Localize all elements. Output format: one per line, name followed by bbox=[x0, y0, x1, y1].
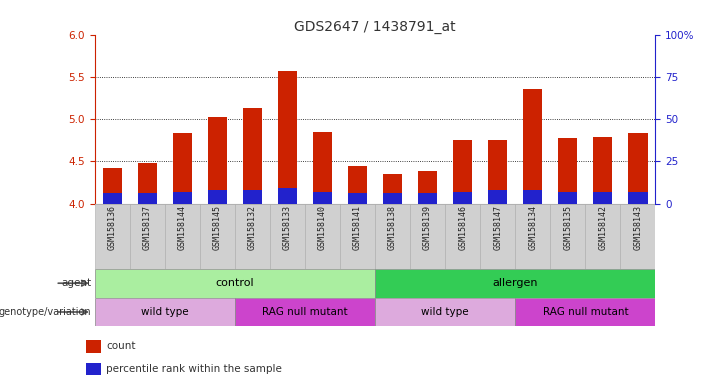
Text: GSM158136: GSM158136 bbox=[108, 205, 116, 250]
Text: GSM158137: GSM158137 bbox=[143, 205, 151, 250]
Bar bbox=[418, 194, 437, 204]
Bar bbox=[305, 204, 340, 269]
Bar bbox=[488, 190, 508, 204]
Bar bbox=[488, 140, 508, 204]
Bar bbox=[137, 163, 157, 204]
Bar bbox=[628, 192, 648, 204]
Bar bbox=[375, 204, 410, 269]
Bar bbox=[172, 133, 192, 204]
Bar bbox=[480, 204, 515, 269]
Text: GSM158139: GSM158139 bbox=[423, 205, 432, 250]
Bar bbox=[523, 89, 543, 204]
Bar bbox=[620, 204, 655, 269]
Bar bbox=[375, 269, 655, 298]
Bar bbox=[340, 204, 375, 269]
Bar bbox=[445, 204, 480, 269]
Bar bbox=[165, 204, 200, 269]
Bar bbox=[375, 298, 515, 326]
Text: wild type: wild type bbox=[141, 307, 189, 317]
Bar bbox=[418, 171, 437, 204]
Text: wild type: wild type bbox=[421, 307, 469, 317]
Bar bbox=[200, 204, 235, 269]
Bar bbox=[348, 194, 367, 204]
Bar bbox=[383, 174, 402, 204]
Text: GSM158138: GSM158138 bbox=[388, 205, 397, 250]
Bar bbox=[86, 340, 101, 353]
Text: GSM158132: GSM158132 bbox=[248, 205, 257, 250]
Text: GSM158147: GSM158147 bbox=[494, 205, 502, 250]
Text: RAG null mutant: RAG null mutant bbox=[543, 307, 628, 317]
Text: percentile rank within the sample: percentile rank within the sample bbox=[107, 364, 283, 374]
Bar bbox=[86, 362, 101, 375]
Text: GSM158141: GSM158141 bbox=[353, 205, 362, 250]
Bar bbox=[137, 194, 157, 204]
Bar bbox=[95, 269, 375, 298]
Bar bbox=[453, 192, 472, 204]
Title: GDS2647 / 1438791_at: GDS2647 / 1438791_at bbox=[294, 20, 456, 33]
Text: GSM158133: GSM158133 bbox=[283, 205, 292, 250]
Bar bbox=[515, 204, 550, 269]
Bar bbox=[313, 132, 332, 204]
Bar bbox=[593, 192, 613, 204]
Bar bbox=[558, 192, 578, 204]
Bar bbox=[207, 190, 227, 204]
Bar bbox=[313, 192, 332, 204]
Text: genotype/variation: genotype/variation bbox=[0, 307, 91, 317]
Text: GSM158134: GSM158134 bbox=[529, 205, 537, 250]
Bar bbox=[278, 71, 297, 204]
Bar bbox=[207, 118, 227, 204]
Text: GSM158143: GSM158143 bbox=[634, 205, 642, 250]
Bar bbox=[270, 204, 305, 269]
Bar bbox=[172, 192, 192, 204]
Bar bbox=[243, 108, 262, 204]
Text: control: control bbox=[215, 278, 254, 288]
Bar bbox=[95, 298, 235, 326]
Bar bbox=[593, 137, 613, 204]
Bar bbox=[348, 166, 367, 204]
Text: count: count bbox=[107, 341, 136, 351]
Bar bbox=[383, 194, 402, 204]
Text: GSM158135: GSM158135 bbox=[564, 205, 572, 250]
Bar bbox=[523, 190, 543, 204]
Bar bbox=[102, 194, 122, 204]
Text: GSM158140: GSM158140 bbox=[318, 205, 327, 250]
Bar bbox=[102, 168, 122, 204]
Bar bbox=[243, 190, 262, 204]
Bar bbox=[235, 298, 375, 326]
Bar bbox=[628, 133, 648, 204]
Bar bbox=[130, 204, 165, 269]
Bar bbox=[585, 204, 620, 269]
Text: RAG null mutant: RAG null mutant bbox=[262, 307, 348, 317]
Text: GSM158144: GSM158144 bbox=[178, 205, 186, 250]
Bar bbox=[515, 298, 655, 326]
Bar bbox=[278, 188, 297, 204]
Bar bbox=[558, 137, 578, 204]
Bar bbox=[235, 204, 270, 269]
Bar bbox=[550, 204, 585, 269]
Text: GSM158146: GSM158146 bbox=[458, 205, 467, 250]
Bar bbox=[453, 140, 472, 204]
Text: GSM158142: GSM158142 bbox=[599, 205, 607, 250]
Bar bbox=[410, 204, 445, 269]
Text: agent: agent bbox=[61, 278, 91, 288]
Bar bbox=[95, 204, 130, 269]
Text: allergen: allergen bbox=[493, 278, 538, 288]
Text: GSM158145: GSM158145 bbox=[213, 205, 222, 250]
